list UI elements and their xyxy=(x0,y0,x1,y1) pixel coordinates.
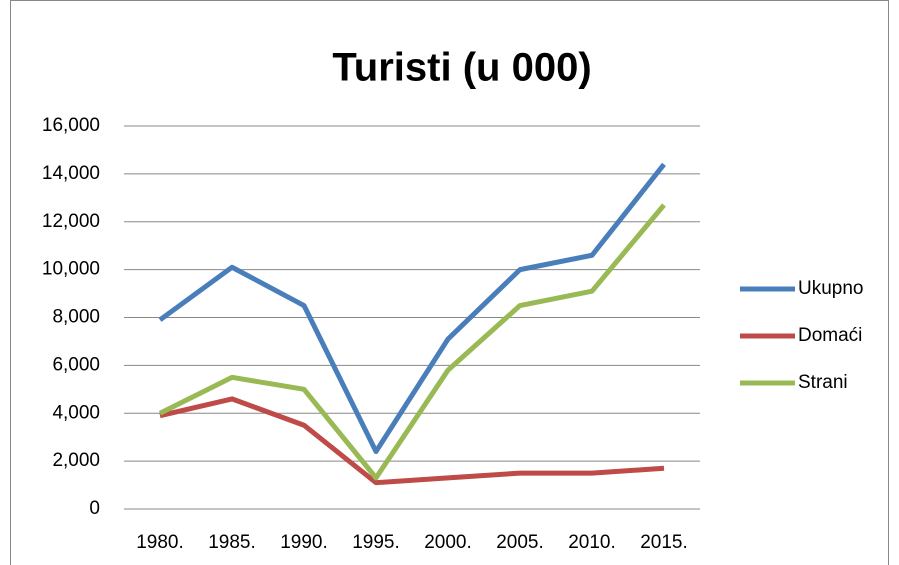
x-tick-label: 1990. xyxy=(280,532,328,553)
y-tick-label: 12,000 xyxy=(42,211,100,232)
x-tick-label: 2010. xyxy=(568,532,616,553)
chart-title: Turisti (u 000) xyxy=(332,46,591,90)
y-tick-label: 16,000 xyxy=(42,115,100,136)
y-tick-label: 8,000 xyxy=(52,307,100,328)
legend-label: Strani xyxy=(798,372,848,393)
x-tick-label: 2000. xyxy=(424,532,472,553)
series-line xyxy=(158,162,666,455)
y-tick-label: 6,000 xyxy=(52,354,100,375)
legend-label: Domaći xyxy=(798,325,862,346)
y-tick-label: 14,000 xyxy=(42,163,100,184)
y-tick-label: 0 xyxy=(89,498,100,519)
y-tick-label: 10,000 xyxy=(42,259,100,280)
x-tick-label: 1980. xyxy=(136,532,184,553)
chart-frame xyxy=(10,0,889,565)
series-line xyxy=(159,396,665,486)
x-tick-label: 2005. xyxy=(496,532,544,553)
x-tick-label: 1985. xyxy=(208,532,256,553)
x-tick-label: 1995. xyxy=(352,532,400,553)
x-tick-label: 2015. xyxy=(640,532,688,553)
y-tick-label: 2,000 xyxy=(52,450,100,471)
y-tick-label: 4,000 xyxy=(52,402,100,423)
series-line xyxy=(158,203,666,481)
legend-label: Ukupno xyxy=(798,278,864,299)
